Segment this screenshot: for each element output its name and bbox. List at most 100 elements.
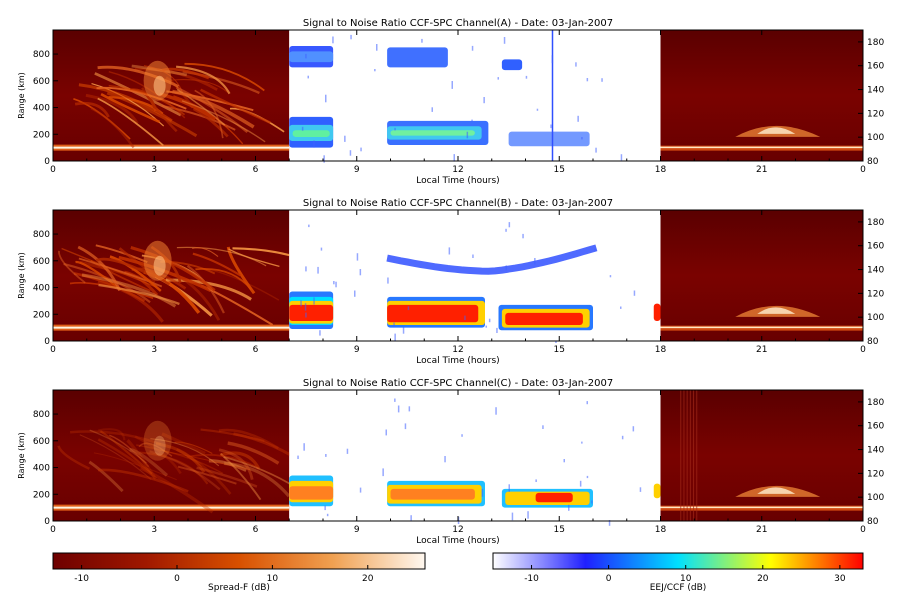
x-tick-label: 6 [253,345,259,355]
eej-speck [471,45,474,51]
spread-f-plume [165,278,252,301]
y2-tick-label: 120 [867,469,884,479]
y2-tick-label: 100 [867,493,884,503]
spread-f-right [660,30,863,161]
eej-speck [579,480,582,487]
eej-speck [407,306,410,311]
eej-speck [360,147,362,152]
y2-tick-label: 140 [867,86,884,96]
spread-f-plume [81,273,177,308]
x-tick-label: 0 [50,345,56,355]
spread-f-plume [218,448,254,480]
spread-f-plume [57,445,90,470]
eej-speck [591,500,593,504]
eej-echo-b-b-hot [387,304,479,323]
eej-speck [586,78,589,82]
x-tick-label: 6 [253,165,259,175]
spread-f-plume [208,459,247,472]
eej-speck [483,97,485,104]
y-tick-label: 600 [33,437,50,447]
eej-speck [359,269,362,276]
eej-speck [466,131,469,139]
eej-speck [608,520,611,526]
x-tick-label: 12 [452,345,463,355]
spread-f-plume [85,93,139,125]
eej-speck [508,484,510,492]
y2-tick-label: 160 [867,62,884,72]
spread-f-plume [126,439,158,480]
eej-speck [431,107,433,112]
x-tick-label: 0 [860,525,866,535]
eej-speck [444,456,446,463]
spread-f-plume [160,449,251,471]
panel-title: Signal to Noise Ratio CCF-SPC Channel(A)… [303,18,613,29]
eej-echo-c-c-hot [535,492,573,503]
x-tick-label: 12 [452,525,463,535]
eej-speck [527,511,529,519]
spread-f-plume [58,250,86,284]
eej-echo-upper-c [501,59,523,71]
eej-speck [346,448,349,454]
eej-speck [586,401,588,405]
spread-f-plume [200,428,265,443]
spread-f-plume [139,466,214,514]
y2-tick-label: 180 [867,398,884,408]
y-tick-label: 0 [44,337,50,347]
eej-speck [387,277,389,284]
spread-f-plume [138,442,173,457]
eej-speck [305,266,307,272]
eej-speck [448,247,451,255]
spread-f-plume [161,104,236,131]
spread-f-plume [106,91,198,138]
x-tick-label: 0 [860,165,866,175]
y-axis-label: Range (km) [17,72,26,119]
spread-f-plume [155,442,206,474]
spread-f-plume [219,451,261,470]
eej-speck [300,300,302,307]
eej-speck [525,75,528,79]
eej-speck [451,81,453,89]
eej-speck [307,75,309,79]
x-tick-label: 6 [253,525,259,535]
spread-f-plume [100,92,161,124]
spread-f-plume [150,438,220,467]
spread-f-band-left-core [53,326,290,329]
panel-1: Signal to Noise Ratio CCF-SPC Channel(B)… [17,198,884,366]
x-tick-label: 21 [756,345,767,355]
eej-speck [594,248,596,252]
eej-speck [497,77,499,80]
eej-speck [308,224,310,228]
eej-speck [304,303,307,311]
eej-speck [495,407,497,415]
eej-speck [394,398,396,402]
spread-f-plume [96,86,187,110]
spread-f-plume [74,101,110,118]
eej-speck [374,69,376,72]
y2-tick-label: 140 [867,266,884,276]
x-tick-label: 18 [655,165,667,175]
colorbar-tick-label: 10 [680,574,692,584]
spread-f-plume [89,429,147,464]
eej-speck [511,512,514,521]
spread-f-plume [196,466,258,488]
eej-echo-upper-b [387,47,448,68]
y-tick-label: 0 [44,517,50,527]
eej-speck [350,34,352,40]
colorbar-tick-label: 0 [174,574,180,584]
eej-speck [522,233,524,239]
eej-speck [575,62,577,67]
spread-f-plume [129,448,169,477]
eej-speck [325,454,327,457]
colorbar-tick-label: 20 [362,574,374,584]
eej-echo-lower-c [508,131,590,147]
eej-speck [496,327,498,333]
spread-f-plume [192,247,219,258]
eej-speck [485,325,487,328]
spread-f-band-left-core [53,506,290,509]
eej-echo-b-a-hot [289,304,334,321]
eej-speck [376,44,378,51]
eej-speck [471,119,473,122]
y2-tick-label: 100 [867,313,884,323]
colorbar-label: Spread-F (dB) [208,583,270,593]
